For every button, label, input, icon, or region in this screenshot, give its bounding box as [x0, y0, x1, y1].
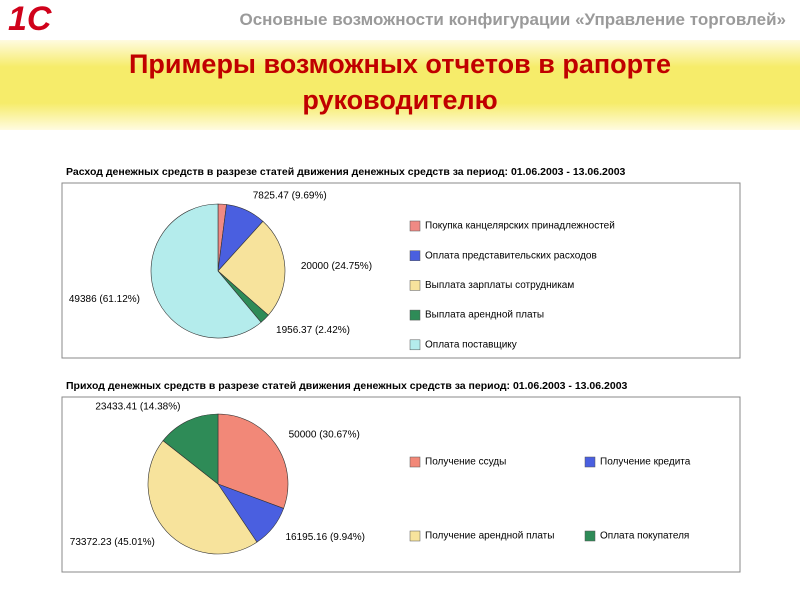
pie-slice [217, 220, 286, 316]
slide-title: Примеры возможных отчетов в рапорте руко… [128, 49, 672, 115]
legend-label: Получение арендной платы [425, 531, 554, 542]
pie-slice [147, 440, 258, 555]
chart-title: Приход денежных средств в разрезе статей… [66, 380, 628, 392]
legend-label: Оплата поставщику [425, 339, 517, 350]
legend-label: Покупка канцелярских принадлежностей [425, 221, 615, 232]
chart-title: Расход денежных средств в разрезе статей… [66, 166, 626, 178]
value-label: 7825.47 (9.69%) [253, 190, 327, 201]
legend-label: Оплата покупателя [600, 531, 689, 542]
legend-swatch [409, 250, 421, 261]
legend-label: Получение кредита [600, 457, 691, 468]
legend-swatch [409, 530, 421, 542]
value-label: 50000 (30.67%) [289, 430, 360, 441]
title-band [0, 40, 800, 130]
legend-swatch [409, 309, 421, 321]
legend-swatch [584, 456, 596, 468]
legend-label: Выплата арендной платы [425, 310, 544, 321]
legend-swatch [584, 530, 596, 542]
chart-frame [61, 396, 741, 573]
value-label: 20000 (24.75%) [301, 261, 372, 272]
legend-swatch [409, 339, 421, 351]
legend-label: Оплата представительских расходов [425, 250, 597, 261]
value-label: 16195.16 (9.94%) [285, 532, 365, 543]
value-label: 49386 (61.12%) [69, 294, 140, 305]
legend-swatch [409, 220, 421, 232]
legend-label: Выплата зарплаты сотрудникам [425, 280, 574, 291]
logo: 1С [8, 0, 52, 38]
value-label: 1956.37 (2.42%) [276, 325, 350, 336]
legend-label: Получение ссуды [425, 457, 506, 468]
value-label: 73372.23 (45.01%) [70, 537, 155, 548]
header-title: Основные возможности конфигурации «Управ… [239, 10, 786, 29]
pie-slice [217, 413, 289, 509]
pie-slice [150, 203, 262, 339]
chart-frame [61, 182, 741, 359]
pie-slice [162, 413, 219, 485]
legend-swatch [409, 456, 421, 468]
value-label: 23433.41 (14.38%) [95, 401, 180, 412]
legend-swatch [409, 280, 421, 291]
